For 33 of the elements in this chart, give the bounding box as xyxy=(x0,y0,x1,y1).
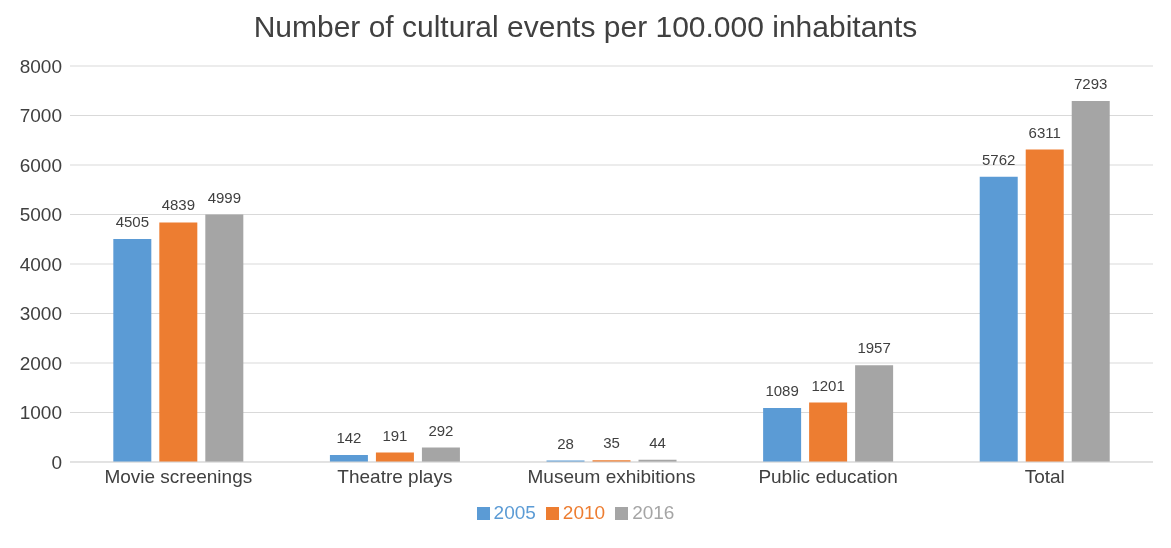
x-tick-label: Theatre plays xyxy=(337,466,453,488)
data-label: 292 xyxy=(428,421,454,439)
data-label: 6311 xyxy=(1028,123,1061,141)
legend-label: 2016 xyxy=(632,502,675,523)
x-tick-label: Movie screenings xyxy=(104,466,253,488)
data-label: 44 xyxy=(649,433,666,451)
data-label: 4839 xyxy=(161,196,196,214)
legend-label: 2005 xyxy=(493,502,536,523)
legend-label: 2010 xyxy=(562,502,606,523)
y-tick-label: 7000 xyxy=(19,105,62,127)
data-label: 191 xyxy=(382,426,408,444)
data-label: 5762 xyxy=(982,150,1016,168)
data-label: 7293 xyxy=(1074,75,1108,92)
y-tick-label: 5000 xyxy=(19,204,62,226)
y-tick-label: 8000 xyxy=(19,55,62,77)
x-tick-label: Public education xyxy=(758,466,898,488)
data-label: 142 xyxy=(336,428,362,446)
data-label: 4505 xyxy=(115,213,150,230)
x-tick-label: Museum exhibitions xyxy=(527,466,696,488)
x-tick-label: Total xyxy=(1024,466,1065,488)
y-tick-label: 6000 xyxy=(19,154,62,176)
data-label: 28 xyxy=(557,434,574,452)
y-tick-label: 1000 xyxy=(19,402,62,424)
y-tick-label: 4000 xyxy=(19,253,62,275)
data-label: 1957 xyxy=(857,339,891,357)
data-label: 4999 xyxy=(207,188,242,206)
chart-title: Number of cultural events per 100.000 inhabitants xyxy=(252,10,919,45)
y-tick-label: 2000 xyxy=(19,352,62,374)
y-tick-label: 0 xyxy=(51,451,62,473)
data-label: 1089 xyxy=(765,382,799,400)
y-tick-label: 3000 xyxy=(19,303,62,325)
data-label: 1201 xyxy=(811,376,845,394)
data-label: 35 xyxy=(603,434,620,452)
